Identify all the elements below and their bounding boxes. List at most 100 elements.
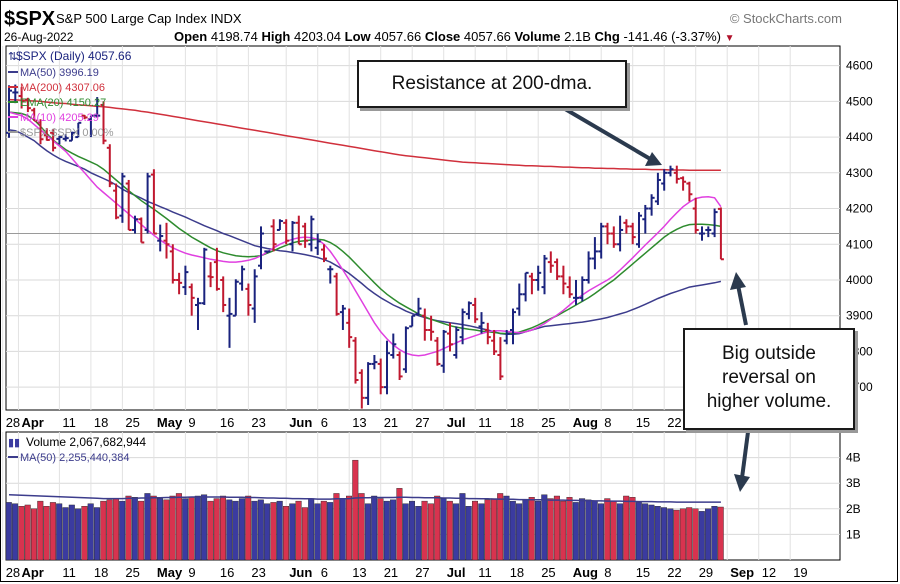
volume-bar: [320, 500, 327, 561]
ohlc-bar: [125, 179, 132, 231]
ohlc-bar: [163, 222, 170, 259]
ohlc-bar: [396, 351, 403, 380]
ohlc-bar: [289, 221, 296, 252]
volume-bar: [598, 503, 605, 561]
close-label: Close: [424, 29, 461, 44]
date-tick-label: 15: [636, 415, 650, 430]
date-tick-label: 11: [478, 415, 492, 430]
volume-bar: [182, 498, 189, 561]
open-label: Open: [174, 29, 208, 44]
volume-bar: [427, 503, 434, 561]
ohlc-bar: [377, 358, 384, 395]
ohlc-bar: [648, 194, 655, 216]
ohlc-bar: [591, 237, 598, 270]
ohlc-bar: [604, 222, 611, 245]
ohlc-bar: [132, 215, 138, 234]
ohlc-bar: [75, 121, 82, 139]
volume-bar: [339, 498, 346, 561]
ohlc-bar: [680, 176, 687, 191]
legend-ma10: MA(10) 4205.29: [20, 112, 99, 124]
arrow-resistance: [558, 104, 654, 162]
ma50-line: [8, 129, 722, 336]
volume-bar: [377, 498, 384, 561]
date-tick-label: 9: [188, 415, 195, 430]
volume-tick-label: 1B: [846, 527, 861, 541]
ohlc-bar: [636, 212, 642, 248]
volume-bar: [591, 500, 598, 561]
volume-bar: [81, 506, 88, 561]
ohlc-bar: [31, 107, 38, 122]
volume-bar: [503, 495, 510, 561]
volume-bar: [125, 495, 132, 561]
low-label: Low: [344, 29, 371, 44]
legend-ma50: MA(50) 3996.19: [20, 67, 99, 79]
ohlc-bar: [308, 215, 315, 252]
chg-value: -141.46 (-3.37%): [623, 29, 721, 44]
volume-bar: [75, 508, 82, 561]
date-tick-label: 28: [6, 565, 20, 580]
volume-bar: [661, 507, 668, 561]
ohlc-bar: [43, 128, 50, 141]
ohlc-bar: [654, 172, 661, 205]
ohlc-bar: [667, 165, 674, 177]
volume-bar: [232, 500, 239, 561]
ohlc-bar: [188, 283, 195, 316]
ohlc-bar: [503, 329, 510, 345]
volume-bar: [144, 493, 151, 561]
ohlc-bar: [642, 204, 649, 234]
ohlc-bar: [409, 314, 416, 328]
ohlc-bar: [516, 283, 523, 316]
ohlc-bar: [434, 337, 441, 366]
ohlc-bar: [195, 297, 201, 330]
date-tick-label: May: [157, 415, 183, 430]
ohlc-bar: [528, 272, 535, 295]
volume-bar: [119, 500, 126, 561]
arrow-reversal-up: [736, 284, 748, 326]
callout-reversal-line1: Big outside: [721, 343, 816, 364]
ohlc-bar: [440, 329, 447, 373]
volume-bar: [301, 507, 308, 561]
volume-bar: [490, 498, 497, 561]
volume-tick-label: 3B: [846, 476, 861, 490]
volume-bar: [371, 495, 378, 561]
volume-bar: [648, 504, 655, 561]
ohlc-bar: [428, 315, 435, 341]
ohlc-bar: [333, 272, 340, 316]
volume-bar: [150, 495, 157, 561]
legend-price-icon: ⇅: [8, 51, 17, 63]
ohlc-bar: [510, 308, 516, 345]
legend-vol-ma: MA(50) 2,255,440,384: [20, 452, 129, 464]
ohlc-bar: [56, 136, 63, 145]
volume-bar: [604, 498, 611, 561]
ma200-line: [8, 98, 721, 172]
date-tick-label: Jul: [447, 565, 466, 580]
date-tick-label: Jul: [447, 415, 466, 430]
date-tick-label: Jun: [289, 565, 312, 580]
ohlc-bar: [421, 308, 428, 341]
date-tick-label: 27: [415, 415, 429, 430]
volume-legend-icon: ▮▮: [8, 437, 20, 449]
volume-bar: [478, 503, 485, 561]
volume-bar: [679, 508, 686, 561]
ohlc-bar: [150, 169, 157, 235]
date-tick-label: May: [157, 565, 183, 580]
ohlc-bar: [579, 276, 586, 302]
volume-bar: [528, 497, 535, 561]
volume-bar: [402, 503, 409, 561]
callout-resistance-text: Resistance at 200-dma.: [391, 73, 593, 94]
ohlc-bar: [119, 172, 126, 223]
volume-bar: [396, 488, 403, 561]
ohlc-bar: [384, 340, 390, 395]
ohlc-bar: [18, 87, 25, 109]
callout-reversal: Big outside reversal on higher volume.: [683, 328, 855, 430]
volume-bar: [100, 500, 107, 561]
volume-bar: [390, 499, 397, 561]
volume-bar: [383, 500, 390, 561]
ohlc-bar: [705, 226, 712, 238]
callout-reversal-line2: reversal on: [722, 367, 816, 388]
volume-bar: [516, 503, 523, 561]
ohlc-bar: [94, 97, 101, 118]
callout-reversal-line3: higher volume.: [706, 391, 832, 412]
volume-bar: [364, 503, 371, 561]
volume-bar: [717, 506, 724, 561]
